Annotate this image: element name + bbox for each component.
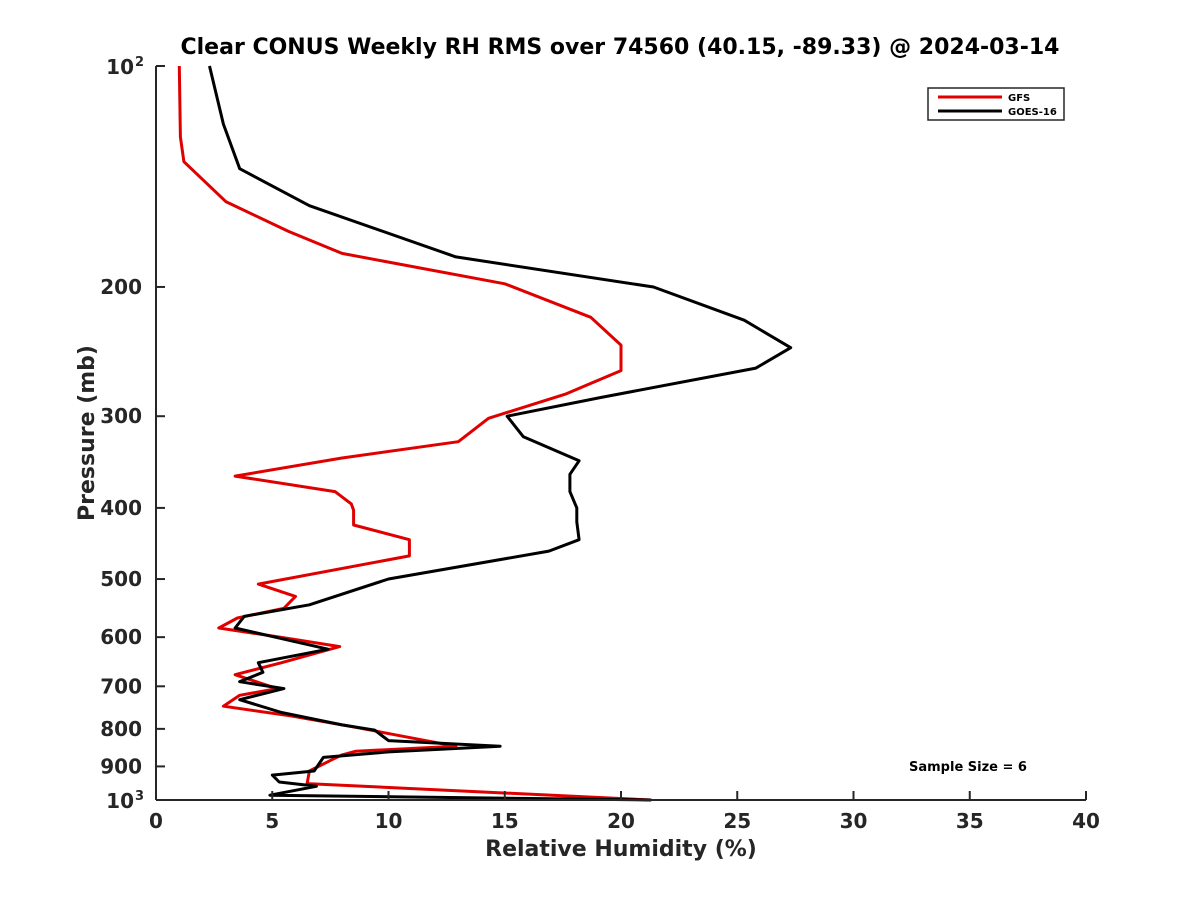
- y-axis-label: Pressure (mb): [75, 345, 100, 521]
- y-tick-label-exponent: 3: [135, 789, 144, 804]
- x-tick-label: 40: [1072, 809, 1100, 833]
- legend-label: GOES-16: [1008, 107, 1057, 118]
- y-tick-label: 900: [100, 754, 142, 778]
- y-tick-label: 300: [100, 404, 142, 428]
- y-tick-label: 600: [100, 625, 142, 649]
- y-tick-label: 10: [106, 55, 134, 79]
- y-tick-label: 400: [100, 496, 142, 520]
- x-tick-label: 35: [956, 809, 984, 833]
- plot-area: [156, 66, 1086, 800]
- x-tick-label: 15: [491, 809, 519, 833]
- legend-box: [927, 87, 1065, 121]
- series-layer: [177, 65, 793, 802]
- x-tick-label: 20: [607, 809, 635, 833]
- y-tick-label: 500: [100, 567, 142, 591]
- y-tick-label-exponent: 2: [135, 55, 144, 70]
- y-tick-label: 700: [100, 674, 142, 698]
- y-tick-label: 10: [106, 789, 134, 813]
- y-tick-label: 800: [100, 717, 142, 741]
- legend-label: GFS: [1008, 93, 1030, 104]
- x-ticks: 0 5 10 15 20 25 30 35 40: [149, 791, 1100, 833]
- x-tick-label: 10: [375, 809, 403, 833]
- sample-size-annotation: Sample Size = 6: [909, 760, 1027, 775]
- x-tick-label: 25: [723, 809, 751, 833]
- x-tick-label: 30: [840, 809, 868, 833]
- x-tick-label: 5: [265, 809, 279, 833]
- y-tick-label: 200: [100, 275, 142, 299]
- legend-entries: GFS GOES-16: [938, 93, 1057, 118]
- x-tick-label: 0: [149, 809, 163, 833]
- chart-title: Clear CONUS Weekly RH RMS over 74560 (40…: [181, 35, 1060, 60]
- legend: GFS GOES-16: [927, 87, 1065, 121]
- x-axis-label: Relative Humidity (%): [485, 837, 757, 862]
- series-line-goes-16: [208, 65, 793, 802]
